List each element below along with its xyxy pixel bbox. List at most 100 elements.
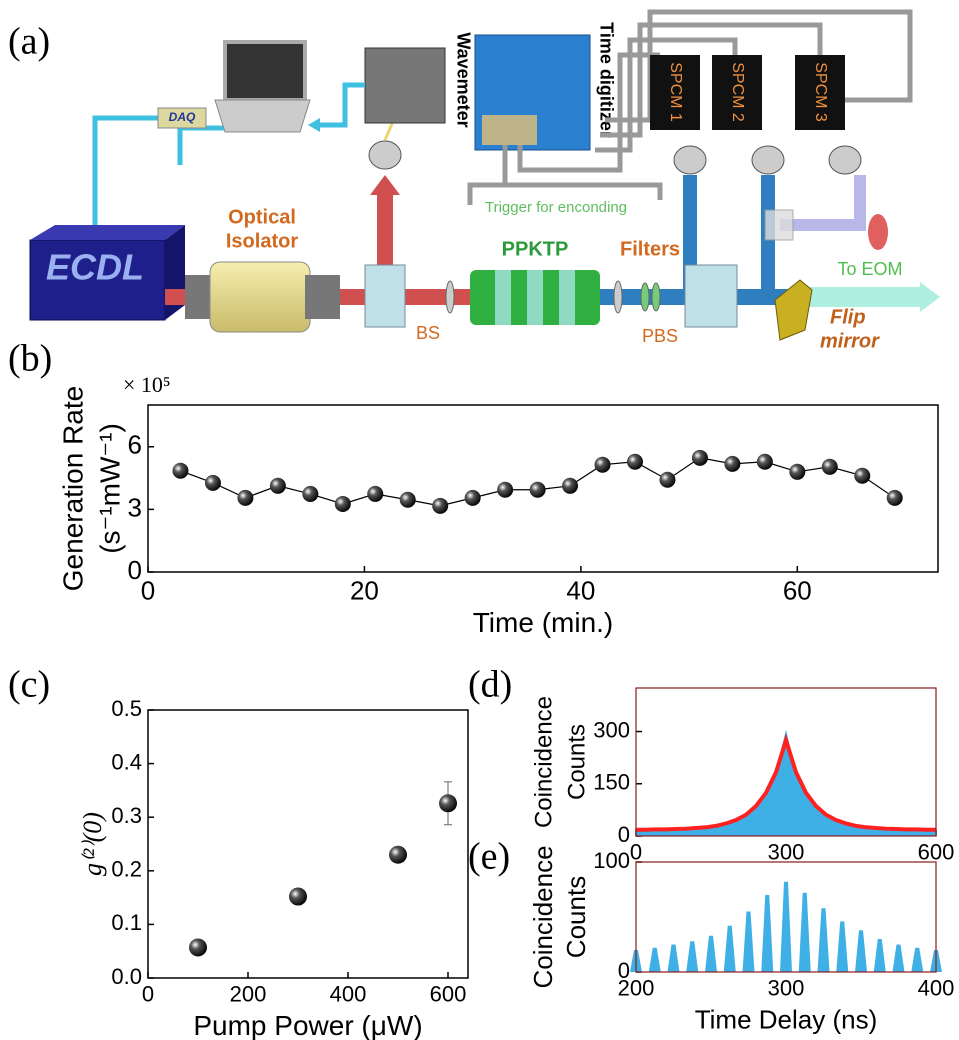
panel-label: (b): [8, 338, 52, 380]
data-point: [724, 456, 740, 472]
x-tick-label: 600: [430, 981, 467, 1006]
data-point: [854, 468, 870, 484]
peak: [874, 939, 886, 972]
isolator-label: Optical: [228, 206, 296, 228]
data-point: [595, 457, 611, 473]
pbs-label: PBS: [642, 326, 678, 346]
ppktp-label: PPKTP: [502, 238, 569, 260]
x-tick-label: 0: [141, 576, 155, 606]
peak: [743, 912, 755, 973]
data-point: [367, 486, 383, 502]
y-axis-label: Coincidence: [528, 845, 558, 988]
peak: [799, 893, 811, 972]
data-point: [659, 472, 675, 488]
cable: [180, 128, 225, 165]
y-tick-label: 0: [128, 555, 142, 585]
beam-splitter: [365, 265, 405, 327]
x-tick-label: 0: [142, 981, 154, 1006]
data-point: [400, 492, 416, 508]
data-point: [562, 478, 578, 494]
spcm-label: SPCM 2: [729, 62, 746, 122]
y-tick-label: 3: [128, 492, 142, 522]
peak: [761, 895, 773, 972]
fiber-coupler: [752, 146, 784, 174]
x-tick-label: 0: [630, 839, 642, 864]
x-tick-label: 200: [230, 981, 267, 1006]
panel-label: (a): [8, 21, 50, 63]
y-axis-label: Coincidence: [530, 696, 557, 828]
laptop-screen: [225, 42, 305, 100]
filter: [641, 283, 649, 311]
x-tick-label: 400: [918, 975, 955, 1000]
y-tick-label: 0.2: [111, 857, 142, 882]
mirror: [868, 214, 888, 250]
y-tick-label: 0.3: [111, 803, 142, 828]
y-axis-label: g⁽²⁾(0): [78, 812, 107, 876]
peak: [649, 948, 661, 972]
y-tick-label: 0.4: [111, 749, 142, 774]
data-point: [389, 846, 407, 864]
x-tick-label: 60: [783, 576, 812, 606]
flip-mirror-label: mirror: [820, 330, 880, 352]
peak: [893, 945, 905, 973]
x-tick-label: 40: [566, 576, 595, 606]
flip-mirror-label: Flip: [830, 306, 866, 328]
digitizer-panel: [482, 115, 537, 145]
ecdl-label: ECDL: [46, 247, 144, 288]
stripe: [495, 270, 511, 325]
data-point: [302, 486, 318, 502]
to-eom-label: To EOM: [837, 259, 902, 279]
pbs-cube: [685, 265, 737, 327]
y-tick-label: 150: [593, 770, 630, 795]
fiber-coupler: [674, 146, 706, 174]
x-tick-label: 20: [350, 576, 379, 606]
beam-splitter: [765, 210, 793, 240]
x-tick-label: 600: [918, 839, 955, 864]
panel-label: (d): [468, 664, 512, 706]
cable: [318, 85, 365, 125]
y-tick-label: 100: [593, 848, 630, 873]
cable: [95, 118, 160, 235]
wavemeter-label: Wavemeter: [453, 32, 473, 127]
data-point: [789, 464, 805, 480]
peak: [668, 945, 680, 973]
data-point: [189, 938, 207, 956]
page: ECDL Optical Isolator BS Wavemeter DAQ T…: [0, 0, 959, 1040]
x-tick-label: 400: [330, 981, 367, 1006]
y-tick-label: 0.0: [111, 964, 142, 989]
y-axis-label: (s⁻¹mW⁻¹): [94, 423, 125, 554]
peak: [855, 930, 867, 972]
y-tick-label: 300: [593, 717, 630, 742]
arrow: [370, 175, 400, 195]
y-tick-label: 0: [618, 822, 630, 847]
peak: [818, 908, 830, 972]
trigger-label: Trigger for enconding: [485, 199, 627, 216]
laptop-base: [215, 100, 310, 132]
peak: [780, 882, 792, 972]
y-axis-label: Generation Rate: [57, 386, 88, 591]
axis-multiplier: × 10⁵: [123, 372, 171, 397]
fiber-coupler: [369, 141, 401, 169]
y-axis-label: Counts: [563, 724, 590, 800]
spcm-label: SPCM 3: [812, 62, 829, 122]
ecdl-side: [165, 225, 185, 320]
data-point: [627, 454, 643, 470]
fiber-coupler: [829, 146, 861, 174]
ecdl-top: [30, 225, 185, 240]
data-point: [237, 490, 253, 506]
lens: [614, 281, 622, 313]
arrow: [308, 118, 320, 132]
y-tick-label: 0.1: [111, 910, 142, 935]
y-tick-label: 6: [128, 430, 142, 460]
data-point: [822, 459, 838, 475]
wavemeter-box: [365, 48, 445, 123]
x-axis-label: Pump Power (μW): [193, 1010, 422, 1040]
x-tick-label: 300: [768, 975, 805, 1000]
y-tick-label: 0.5: [111, 696, 142, 721]
filter: [652, 283, 660, 311]
isolator-label: Isolator: [226, 230, 298, 252]
figure: ECDL Optical Isolator BS Wavemeter DAQ T…: [0, 0, 959, 1040]
lens: [446, 281, 454, 313]
peak: [705, 936, 717, 972]
eom-beam: [800, 287, 920, 307]
